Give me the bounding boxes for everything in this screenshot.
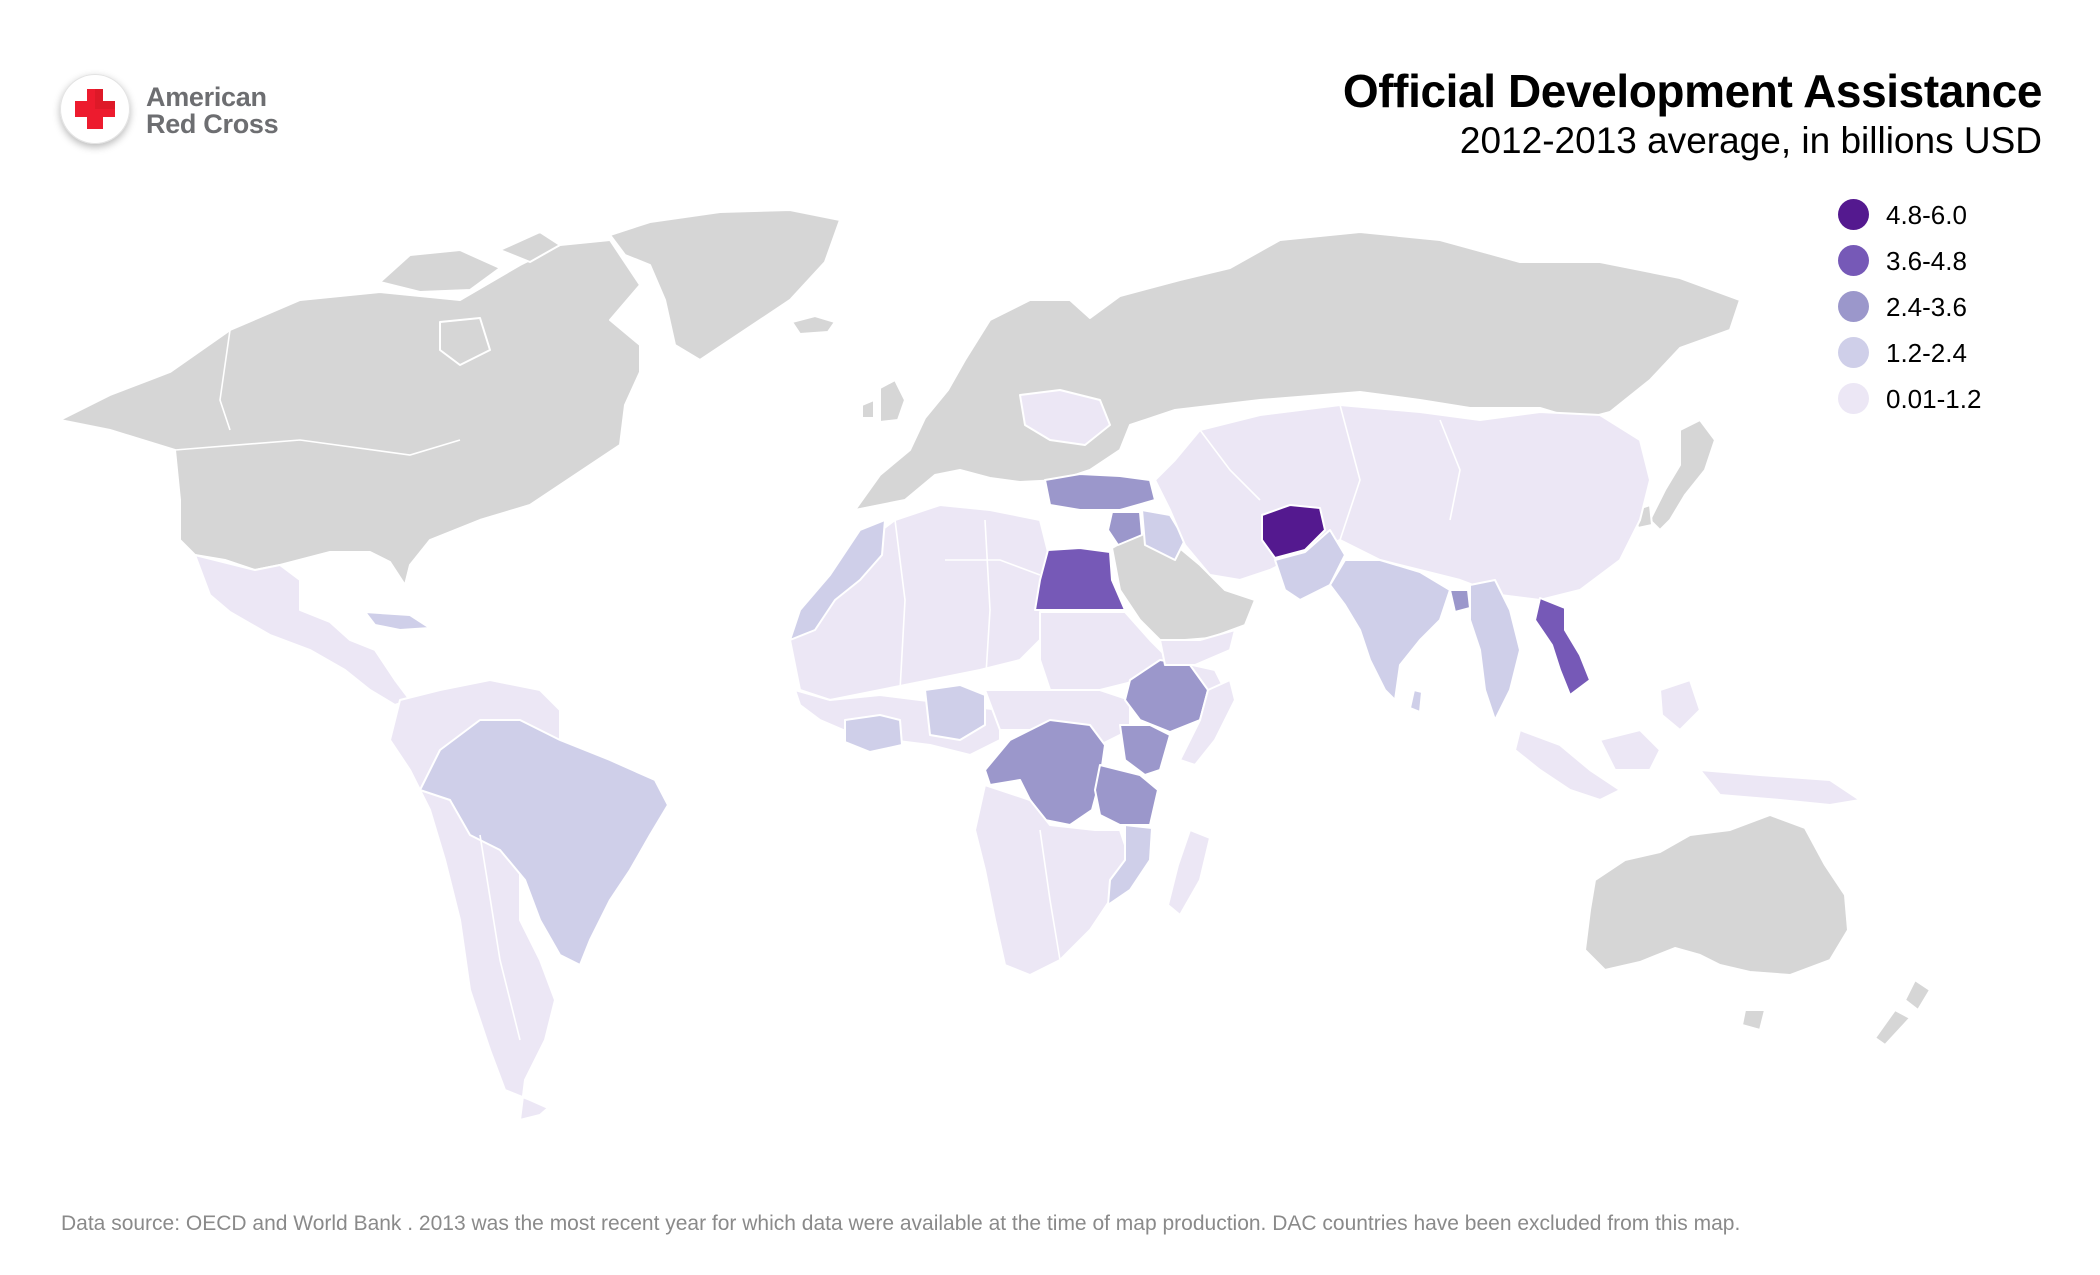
red-cross-icon [60,74,130,144]
north-america [59,239,641,586]
logo-wordmark: American Red Cross [146,82,279,139]
sri-lanka [1409,689,1423,713]
legend-swatch [1838,199,1869,230]
legend: 4.8-6.0 3.6-4.8 2.4-3.6 1.2-2.4 0.01-1.2 [1838,196,2038,426]
legend-item: 0.01-1.2 [1838,380,2038,426]
myanmar-thailand [1469,579,1521,721]
madagascar [1167,829,1211,916]
legend-label: 3.6-4.8 [1886,246,1967,276]
southern-africa [974,784,1131,976]
legend-item: 4.8-6.0 [1838,196,2038,242]
mexico-central-america [194,554,411,706]
india [1329,559,1451,701]
turkey [1044,473,1156,511]
afghanistan [1261,504,1326,559]
legend-item: 1.2-2.4 [1838,334,2038,380]
eastern-europe [1019,389,1111,446]
southeast-asia-islands [1514,679,1861,806]
legend-swatch [1838,291,1869,322]
legend-item: 3.6-4.8 [1838,242,2038,288]
new-zealand [1874,979,1931,1046]
somalia [1179,679,1236,766]
map-subtitle: 2012-2013 average, in billions USD [1459,120,2042,161]
legend-label: 0.01-1.2 [1886,384,1982,414]
kenya [1119,724,1171,776]
tanzania [1094,764,1159,826]
morocco [789,519,886,641]
dr-congo [984,719,1106,826]
tasmania [1741,1009,1766,1031]
nigeria [924,684,986,741]
legend-swatch [1838,337,1869,368]
logo-line-1: American [146,82,267,112]
mozambique [1107,824,1153,906]
legend-swatch [1838,383,1869,414]
iceland [791,315,836,335]
legend-label: 1.2-2.4 [1886,338,1967,368]
australia [1584,814,1849,976]
legend-item: 2.4-3.6 [1838,288,2038,334]
internal-borders [174,329,1461,1041]
ivory-coast-ghana [844,714,903,753]
data-source-footnote: Data source: OECD and World Bank . 2013 … [61,1212,1741,1235]
legend-label: 2.4-3.6 [1886,292,1967,322]
title-block: Official Development Assistance 2012-201… [1342,64,2043,164]
vietnam [1534,597,1591,696]
yemen [1159,629,1236,666]
legend-swatch [1838,245,1869,276]
logo-line-2: Red Cross [146,109,279,139]
canadian-arctic-islands [379,231,561,366]
egypt [1034,547,1126,611]
syria-jordan [1107,511,1143,546]
iraq [1141,509,1186,561]
brazil [419,719,669,966]
american-red-cross-logo: American Red Cross [60,74,340,154]
bangladesh [1449,589,1471,613]
caribbean [364,611,431,631]
map-title: Official Development Assistance [1342,65,2043,117]
legend-label: 4.8-6.0 [1886,200,1967,230]
greenland [609,209,841,361]
pakistan [1274,529,1346,601]
japan [1649,419,1716,531]
british-isles [861,379,906,423]
